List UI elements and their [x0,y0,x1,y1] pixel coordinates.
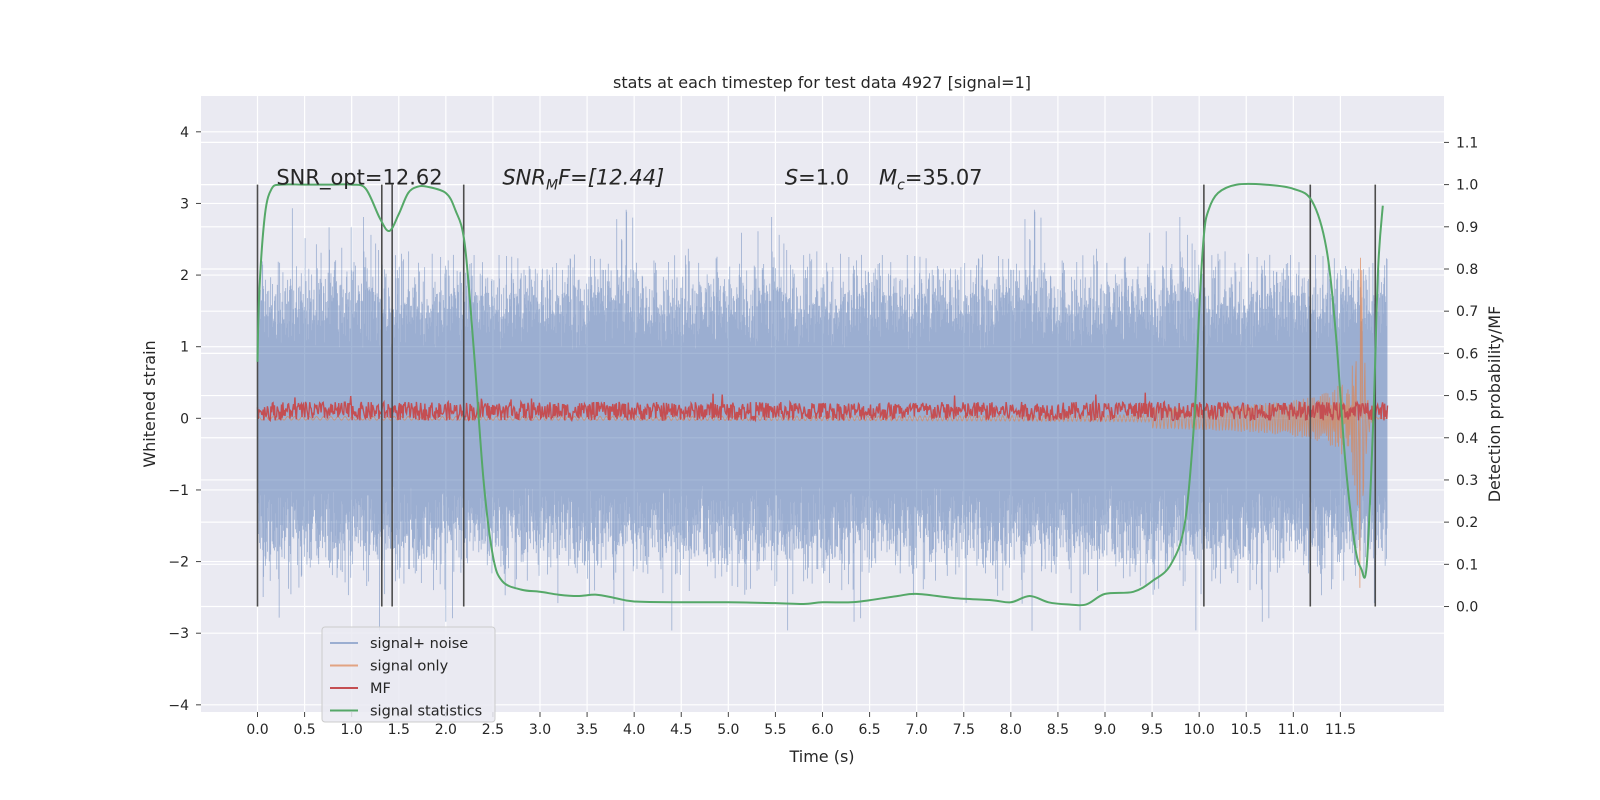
annotation-base: SNR_opt=12.62 [276,166,442,191]
x-tick-label: 8.0 [1000,722,1022,738]
x-tick-label: 11.0 [1278,722,1309,738]
axes: 0.0 0.5 1.0 1.5 2.0 2.5 3.0 3.5 4.0 4.5 5.0 5.5 6.0 6… [168,125,1478,738]
x-tick-label: 5.5 [764,722,786,738]
y2-axis-label: Detection probability/MF [1485,306,1504,503]
y2-tick-label: 0.7 [1456,304,1478,320]
y-tick-label: −1 [168,483,189,499]
y-tick-label: −2 [168,555,189,571]
series-signal-only [257,257,1388,588]
y2-tick-label: 0.6 [1456,346,1478,362]
y2-tick-label: 0.3 [1456,473,1478,489]
x-tick-label: 7.5 [953,722,975,738]
x-tick-label: 9.0 [1094,722,1116,738]
y-tick-label: −3 [168,626,189,642]
y2-tick-label: 0.2 [1456,515,1478,531]
y-tick-label: 3 [180,196,189,212]
y-tick-label: −4 [168,698,189,714]
x-tick-label: 7.0 [906,722,928,738]
y-tick-label: 0 [180,411,189,427]
x-tick-label: 9.5 [1141,722,1163,738]
legend-entry: MF [370,681,391,697]
x-tick-label: 10.5 [1231,722,1262,738]
legend-entry: signal only [370,659,449,675]
x-tick-label: 10.0 [1184,722,1215,738]
x-tick-label: 0.0 [246,722,268,738]
annotation-base: S [785,166,798,190]
annotation-tail: F=[12.44] [558,166,664,190]
y2-tick-label: 1.1 [1456,135,1478,151]
x-tick-label: 6.0 [811,722,833,738]
x-tick-label: 4.5 [670,722,692,738]
y-tick-label: 1 [180,340,189,356]
annotation-tail: =1.0 [798,166,849,190]
legend-box [321,626,496,723]
y2-tick-label: 1.0 [1456,178,1478,194]
legend: signal+ noise signal only MF signal statist… [321,626,496,723]
chart-title: stats at each timestep for test data 492… [613,73,1031,92]
y2-tick-label: 0.4 [1456,431,1478,447]
legend-entry: signal+ noise [370,636,468,652]
data-layer [256,182,1389,631]
x-tick-label: 0.5 [293,722,315,738]
y-tick-label: 4 [180,125,189,141]
y2-tick-label: 0.0 [1456,600,1478,616]
x-tick-label: 3.5 [576,722,598,738]
y2-tick-label: 0.8 [1456,262,1478,278]
x-tick-label: 6.5 [858,722,880,738]
y2-tick-label: 0.9 [1456,220,1478,236]
x-tick-label: 2.5 [482,722,504,738]
annotation-subscript: M [546,178,558,194]
y2-tick-label: 0.1 [1456,557,1478,573]
x-tick-label: 2.0 [435,722,457,738]
annotations: SNR_opt=12.62 SNRMF=[12.44] S=1.0 Mc=35.07 [276,166,982,194]
x-tick-label: 1.5 [388,722,410,738]
y-axis-label: Whitened strain [140,340,159,467]
y-tick-label: 2 [180,268,189,284]
x-tick-label: 4.0 [623,722,645,738]
x-tick-label: 11.5 [1325,722,1356,738]
annotation-base: M [879,166,897,190]
x-tick-label: 8.5 [1047,722,1069,738]
annotation: SNRMF=[12.44] [502,166,664,194]
x-axis-label: Time (s) [788,747,854,766]
y2-tick-label: 0.5 [1456,389,1478,405]
annotation: S=1.0 [785,166,849,190]
annotation-base: SNR [502,166,546,190]
series-mf [256,392,1389,423]
annotation-subscript: c [897,178,905,194]
annotation: SNR_opt=12.62 [276,166,442,191]
x-tick-label: 3.0 [529,722,551,738]
annotation-tail: =35.07 [905,166,983,190]
legend-entry: signal statistics [370,704,482,720]
x-tick-label: 5.0 [717,722,739,738]
x-tick-label: 1.0 [341,722,363,738]
series-signal-statistics [256,182,1384,607]
annotation: Mc=35.07 [879,166,983,194]
